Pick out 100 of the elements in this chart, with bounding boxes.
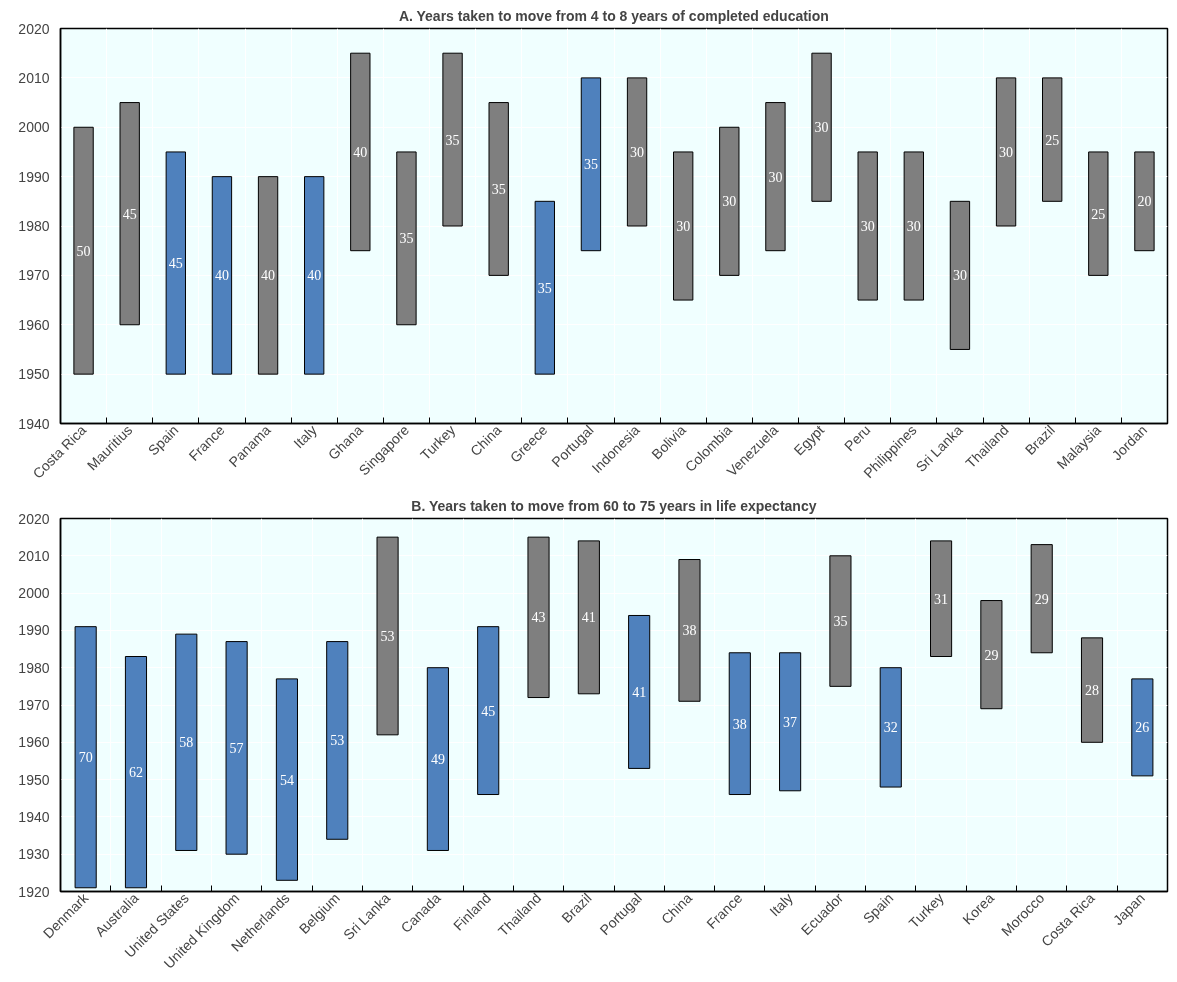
data-label: 40: [353, 144, 368, 160]
y-tick-label: 2000: [18, 119, 50, 136]
bar: [1042, 77, 1063, 202]
bar: [879, 667, 902, 788]
bar: [980, 600, 1003, 710]
data-label: 41: [632, 684, 647, 700]
data-label: 45: [168, 256, 183, 272]
bar: [350, 52, 371, 252]
bar: [765, 102, 786, 252]
data-label: 49: [430, 752, 445, 768]
bar: [580, 77, 602, 252]
bar: [903, 151, 924, 301]
bar: [211, 176, 233, 375]
data-label: 30: [722, 194, 737, 210]
bar: [673, 151, 694, 301]
y-tick-label: 1970: [18, 697, 50, 713]
y-tick-label: 1980: [18, 659, 50, 676]
data-label: 43: [531, 610, 546, 626]
bar: [628, 614, 651, 769]
bar: [225, 641, 248, 855]
bar: [257, 176, 279, 375]
data-label: 35: [537, 280, 552, 296]
data-label: 58: [179, 735, 194, 751]
y-tick-label: 1950: [18, 771, 50, 788]
data-label: 70: [78, 750, 93, 766]
bar: [728, 652, 751, 796]
data-label: 29: [1034, 591, 1049, 607]
bar: [304, 176, 325, 375]
data-label: 30: [768, 169, 783, 185]
x-tick-label: Italy: [766, 889, 796, 920]
y-tick-label: 1960: [18, 734, 50, 751]
data-label: 54: [279, 772, 294, 788]
bar: [1131, 678, 1154, 777]
data-label: 40: [261, 268, 276, 284]
data-label: 35: [399, 231, 414, 247]
data-label: 26: [1135, 720, 1150, 736]
bar: [779, 652, 802, 792]
bar: [829, 555, 852, 687]
bar: [477, 626, 500, 796]
bar: [275, 678, 298, 881]
data-label: 30: [952, 268, 967, 284]
bar: [1080, 637, 1104, 743]
bar: [488, 102, 509, 276]
y-tick-label: 1940: [18, 808, 50, 825]
data-label: 28: [1085, 683, 1100, 699]
data-label: 20: [1137, 194, 1152, 210]
data-label: 30: [814, 120, 829, 136]
data-label: 50: [76, 243, 91, 259]
y-tick-label: 1990: [18, 168, 50, 185]
bar: [534, 200, 555, 375]
data-label: 35: [491, 181, 506, 197]
data-label: 35: [583, 157, 598, 173]
data-label: 38: [732, 716, 747, 732]
data-label: 31: [934, 591, 949, 607]
y-tick-label: 2020: [18, 20, 50, 37]
bar: [995, 77, 1017, 227]
y-tick-label: 1980: [18, 218, 50, 234]
bar: [119, 102, 140, 326]
data-label: 37: [783, 714, 798, 730]
y-tick-label: 2000: [18, 585, 50, 602]
y-tick-label: 1930: [18, 846, 50, 863]
bar: [678, 559, 701, 702]
data-label: 30: [630, 144, 645, 160]
data-label: 45: [481, 703, 496, 719]
data-label: 29: [984, 647, 999, 663]
data-label: 30: [906, 219, 921, 234]
bar: [1030, 544, 1053, 654]
y-tick-label: 1950: [18, 366, 50, 383]
data-label: 25: [1091, 206, 1106, 222]
bar: [949, 200, 971, 350]
data-label: 30: [999, 144, 1014, 160]
data-label: 40: [307, 268, 322, 284]
data-label: 30: [676, 219, 691, 234]
bar: [396, 151, 417, 326]
data-label: 53: [330, 733, 345, 749]
bar: [426, 667, 449, 851]
bar: [442, 52, 463, 227]
y-tick-label: 2010: [18, 69, 50, 86]
data-label: 35: [445, 132, 460, 148]
data-label: 53: [380, 628, 395, 644]
bar: [527, 536, 550, 699]
bar: [811, 52, 832, 202]
y-tick-label: 1970: [18, 267, 50, 284]
y-tick-label: 2010: [18, 547, 50, 564]
bar: [1134, 151, 1155, 252]
bar: [1088, 151, 1109, 276]
bar: [857, 151, 878, 301]
data-label: 57: [229, 740, 244, 756]
data-label: 35: [833, 614, 848, 630]
data-label: 30: [860, 219, 875, 234]
bar: [124, 656, 148, 889]
data-label: 62: [128, 765, 143, 781]
chart-title: B. Years taken to move from 60 to 75 years in life expectancy: [411, 497, 817, 514]
bar: [626, 77, 648, 227]
bar: [376, 536, 399, 736]
bar: [165, 151, 186, 375]
bar: [577, 540, 600, 695]
y-tick-label: 1960: [18, 316, 50, 333]
bar: [930, 540, 953, 658]
bar: [719, 126, 740, 276]
